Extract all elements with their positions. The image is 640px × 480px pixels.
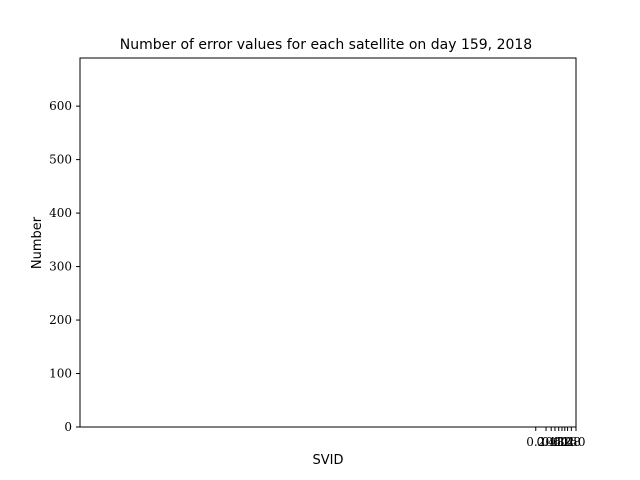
axis-ticks: 0 100 200 300 400 500 600 0.20.40.60.81.01.21.4…: [49, 99, 585, 449]
x-tick-label: 1.2: [552, 435, 571, 449]
y-tick-label: 600: [49, 99, 72, 113]
y-tick-label: 500: [49, 153, 72, 167]
x-tick-label: 0.2: [526, 435, 545, 449]
x-axis-label: SVID: [313, 453, 344, 468]
y-tick-label: 100: [49, 367, 72, 381]
x-tick-label: 1.8: [562, 435, 581, 449]
x-tick-label: 0.4: [537, 435, 556, 449]
y-axis-label: Number: [30, 216, 45, 269]
y-tick-label: 200: [49, 313, 72, 327]
y-tick-label: 0: [64, 420, 72, 434]
chart-title: Number of error values for each satellit…: [120, 37, 532, 53]
x-tick-label: 2.0: [566, 435, 585, 449]
x-tick-label: 0.6: [542, 435, 561, 449]
x-tick-label: 1.6: [558, 435, 577, 449]
x-tick-label: 1.0: [549, 435, 568, 449]
x-tick-label: 0.8: [545, 435, 564, 449]
plot-area: [79, 57, 577, 428]
y-tick-label: 300: [49, 260, 72, 274]
y-tick-label: 400: [49, 206, 72, 220]
x-tick-label: 1.4: [555, 435, 574, 449]
